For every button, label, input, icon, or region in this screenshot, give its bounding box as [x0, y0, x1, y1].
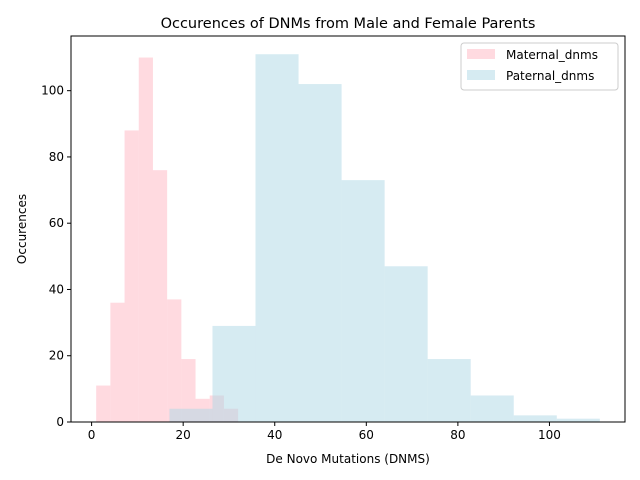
bar-paternal-8 [513, 415, 557, 422]
bars-layer [96, 54, 600, 423]
legend-label-maternal: Maternal_dnms [506, 48, 598, 62]
legend-swatch-paternal [467, 70, 495, 80]
x-axis: 0 20 40 60 80 100 [88, 422, 561, 442]
bar-maternal-4 [152, 170, 168, 422]
x-tick-label: 60 [359, 428, 374, 442]
y-tick-label: 60 [49, 216, 64, 230]
bar-paternal-5 [384, 266, 428, 422]
bar-maternal-3 [138, 57, 153, 423]
y-tick-label: 0 [56, 415, 64, 429]
bar-paternal-7 [470, 395, 514, 422]
bar-paternal-9 [556, 418, 600, 422]
bar-maternal-0 [96, 385, 111, 422]
bar-paternal-3 [298, 84, 342, 423]
bar-maternal-2 [124, 130, 139, 422]
bar-maternal-6 [181, 359, 196, 422]
y-tick-label: 80 [49, 150, 64, 164]
y-tick-label: 20 [49, 349, 64, 363]
plot-frame [70, 35, 626, 423]
bar-maternal-1 [110, 302, 125, 422]
x-tick-label: 40 [267, 428, 282, 442]
legend-box [460, 42, 619, 91]
bar-paternal-4 [341, 180, 385, 422]
x-tick-label: 0 [88, 428, 96, 442]
x-tick-label: 100 [538, 428, 561, 442]
y-tick-label: 100 [41, 84, 64, 98]
y-axis-label: Occurences [15, 194, 29, 264]
y-axis: 0 20 40 60 80 100 [41, 84, 71, 429]
legend-swatch-maternal [467, 49, 495, 59]
bar-paternal-6 [427, 359, 471, 422]
legend-label-paternal: Paternal_dnms [506, 69, 594, 83]
y-tick-label: 40 [49, 282, 64, 296]
bar-paternal-1 [212, 325, 256, 422]
x-tick-label: 80 [450, 428, 465, 442]
chart-title: Occurences of DNMs from Male and Female … [161, 16, 536, 32]
x-axis-label: De Novo Mutations (DNMS) [266, 452, 430, 466]
bar-paternal-2 [255, 54, 299, 422]
bar-paternal-0 [169, 408, 213, 422]
x-tick-label: 20 [176, 428, 191, 442]
bar-maternal-5 [167, 299, 182, 422]
legend: Maternal_dnms Paternal_dnms [460, 42, 619, 91]
